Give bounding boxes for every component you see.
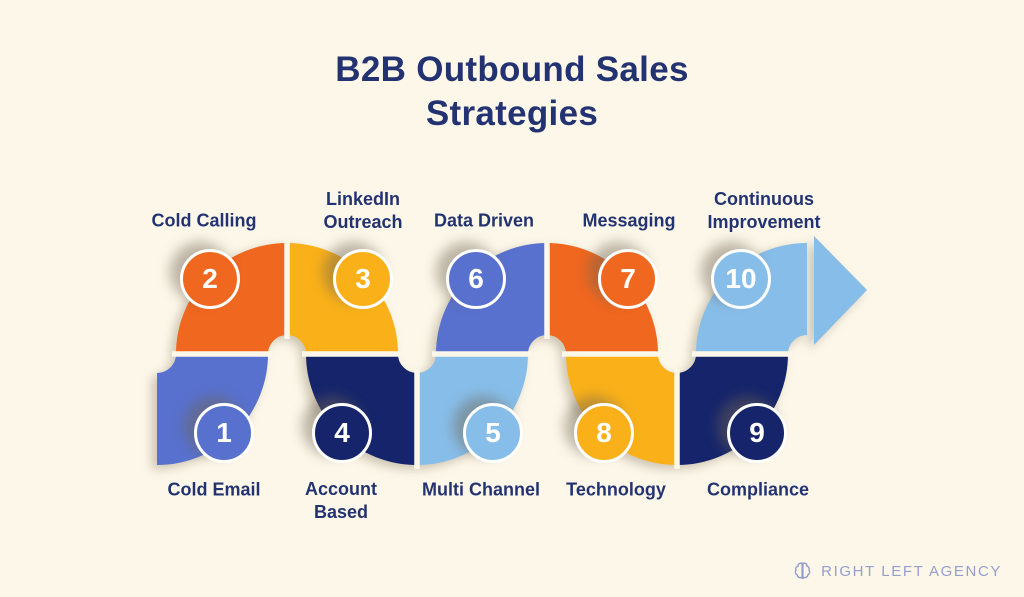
step-label-messaging: Messaging: [582, 210, 676, 231]
ribbon-segment-8: [566, 351, 680, 465]
step-badge-6: 6: [446, 249, 506, 309]
step-badge-10: 10: [711, 249, 771, 309]
step-label-compliance: Compliance: [706, 479, 810, 500]
step-label-technology: Technology: [566, 479, 666, 500]
ribbon-segment-9: [674, 351, 788, 465]
step-label-data-driven: Data Driven: [433, 210, 535, 231]
ribbon-segment-7: [544, 243, 658, 357]
step-badge-1: 1: [194, 403, 254, 463]
step-number: 3: [355, 263, 371, 294]
step-badge-4: 4: [312, 403, 372, 463]
ribbon-segment-6: [436, 243, 550, 357]
step-label-continuous-improvement: Continuous Improvement: [707, 188, 821, 232]
step-number: 7: [620, 263, 636, 294]
ribbon-segment-1: [154, 351, 268, 465]
step-number: 2: [202, 263, 218, 294]
ribbon-segment-4: [306, 351, 420, 465]
ribbon-segment-2: [176, 243, 290, 357]
step-badge-7: 7: [598, 249, 658, 309]
step-label-cold-email: Cold Email: [167, 479, 261, 500]
step-badge-8: 8: [574, 403, 634, 463]
step-badge-9: 9: [727, 403, 787, 463]
step-number: 5: [485, 417, 501, 448]
step-label-account-based: Account Based: [305, 478, 377, 522]
step-label-cold-calling: Cold Calling: [151, 210, 257, 231]
step-badge-2: 2: [180, 249, 240, 309]
brand-footer: RIGHT LEFT AGENCY: [791, 560, 1002, 583]
ribbon-segment-5: [414, 351, 528, 465]
step-label-multi-channel: Multi Channel: [422, 479, 540, 500]
segment-gaps: [172, 239, 792, 469]
step-number: 1: [216, 417, 232, 448]
step-number: 6: [468, 263, 484, 294]
step-number: 8: [596, 417, 612, 448]
step-number: 10: [725, 263, 757, 294]
step-number: 9: [749, 417, 765, 448]
brain-icon: [794, 562, 811, 580]
step-number: 4: [334, 417, 350, 448]
step-badge-5: 5: [463, 403, 523, 463]
step-badge-3: 3: [333, 249, 393, 309]
step-label-linkedin-outreach: LinkedIn Outreach: [323, 188, 403, 232]
brand-name: RIGHT LEFT AGENCY: [821, 563, 1002, 580]
arrow-head: [814, 236, 867, 345]
ribbon-segment-3: [284, 243, 398, 357]
page-title: B2B Outbound Sales Strategies: [335, 50, 689, 134]
ribbon-segment-10: [696, 243, 810, 357]
